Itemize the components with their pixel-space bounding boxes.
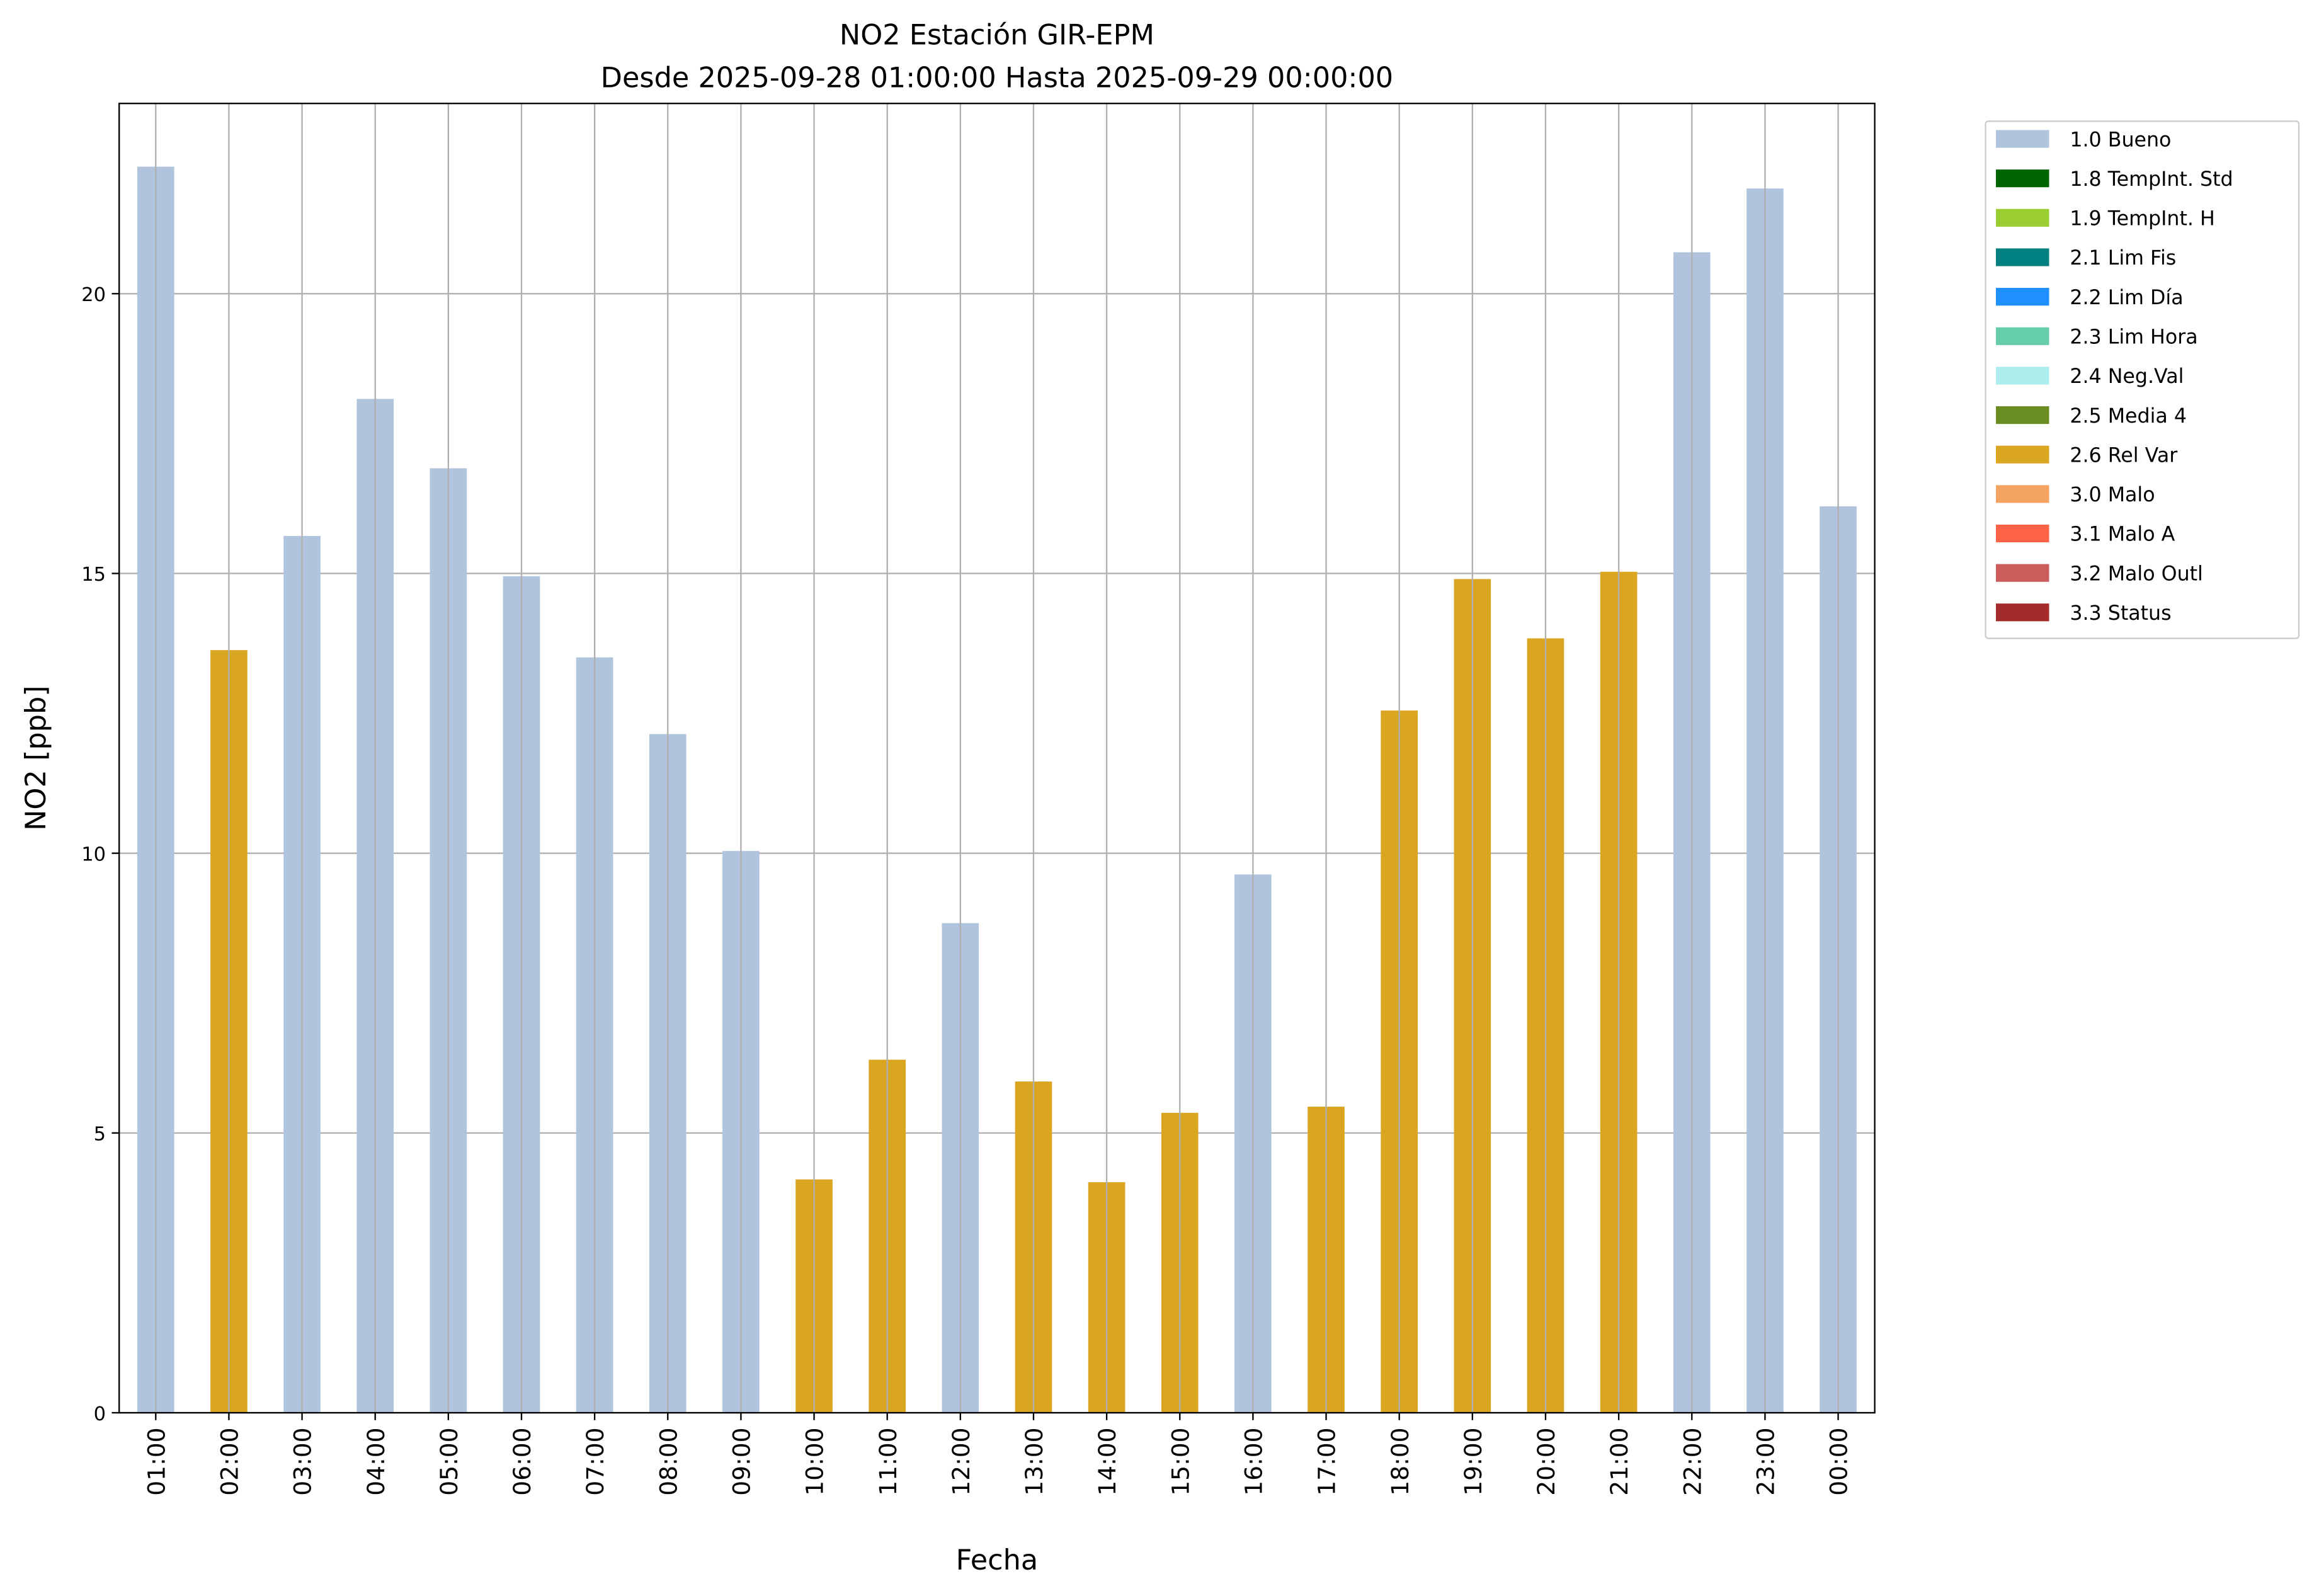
legend-entry: 2.4 Neg.Val — [2070, 365, 2184, 388]
x-tick-label: 01:00 — [142, 1428, 170, 1496]
legend-swatch — [1996, 445, 2049, 464]
x-tick-label: 20:00 — [1532, 1428, 1560, 1496]
x-tick-label: 10:00 — [801, 1428, 829, 1496]
legend-entry: 1.0 Bueno — [2070, 128, 2171, 151]
x-tick-label: 00:00 — [1825, 1428, 1853, 1496]
x-tick-label: 19:00 — [1459, 1428, 1487, 1496]
y-tick-label: 10 — [81, 843, 106, 865]
legend-swatch — [1996, 406, 2049, 425]
legend-entry: 2.1 Lim Fis — [2070, 247, 2176, 270]
legend-swatch — [1996, 485, 2049, 503]
legend-swatch — [1996, 130, 2049, 148]
legend: 1.0 Bueno 1.8 TempInt. Std 1.9 TempInt. H 2… — [1985, 120, 2300, 639]
x-tick-label: 12:00 — [947, 1428, 975, 1496]
x-tick-label: 14:00 — [1093, 1428, 1121, 1496]
legend-entry: 2.3 Lim Hora — [2070, 326, 2197, 349]
x-tick-label: 05:00 — [435, 1428, 463, 1496]
vertical-grid — [155, 103, 1839, 1413]
bars — [137, 166, 1857, 1413]
x-tick-label: 22:00 — [1678, 1428, 1706, 1496]
chart-title: NO2 Estación GIR-EPM — [840, 18, 1154, 51]
y-tick-label: 20 — [81, 284, 106, 306]
x-tick-label: 09:00 — [727, 1428, 755, 1496]
y-tick-label: 0 — [94, 1403, 106, 1425]
y-tick-label: 15 — [81, 564, 106, 586]
legend-entry: 3.2 Malo Outl — [2070, 562, 2203, 585]
x-ticks: 01:00 02:00 03:00 04:00 05:00 06:00 07:00 08:00… — [142, 1413, 1853, 1496]
legend-entry: 3.3 Status — [2070, 602, 2171, 625]
x-tick-label: 04:00 — [362, 1428, 390, 1496]
x-tick-label: 16:00 — [1239, 1428, 1267, 1496]
x-tick-label: 13:00 — [1020, 1428, 1048, 1496]
y-tick-label: 5 — [94, 1124, 106, 1146]
x-tick-label: 08:00 — [654, 1428, 682, 1496]
x-tick-label: 06:00 — [508, 1428, 536, 1496]
x-tick-label: 17:00 — [1313, 1428, 1341, 1496]
legend-swatch — [1996, 524, 2049, 543]
legend-swatch — [1996, 327, 2049, 345]
legend-entry: 2.2 Lim Día — [2070, 287, 2183, 309]
legend-entry: 1.8 TempInt. Std — [2070, 168, 2233, 191]
y-axis-label: NO2 [ppb] — [20, 685, 52, 831]
plot-frame — [118, 103, 1876, 1414]
x-tick-label: 21:00 — [1605, 1428, 1633, 1496]
x-tick-label: 23:00 — [1752, 1428, 1779, 1496]
legend-swatch — [1996, 208, 2049, 227]
legend-entry: 2.6 Rel Var — [2070, 444, 2178, 467]
legend-swatch — [1996, 169, 2049, 188]
legend-swatch — [1996, 367, 2049, 385]
legend-entry: 1.9 TempInt. H — [2070, 208, 2215, 231]
legend-swatch — [1996, 288, 2049, 306]
chart-subtitle: Desde 2025-09-28 01:00:00 Hasta 2025-09-… — [601, 61, 1394, 94]
legend-swatch — [1996, 564, 2049, 582]
x-tick-label: 11:00 — [874, 1428, 902, 1496]
legend-swatch — [1996, 248, 2049, 266]
legend-swatch — [1996, 603, 2049, 622]
x-tick-label: 03:00 — [289, 1428, 317, 1496]
x-tick-label: 15:00 — [1166, 1428, 1194, 1496]
x-axis-label: Fecha — [956, 1544, 1039, 1576]
legend-entry: 3.0 Malo — [2070, 484, 2155, 506]
legend-frame — [1985, 120, 2300, 639]
legend-entry: 2.5 Media 4 — [2070, 405, 2187, 428]
y-ticks: 0 5 10 15 20 — [81, 284, 120, 1425]
x-tick-label: 07:00 — [581, 1428, 609, 1496]
x-tick-label: 02:00 — [215, 1428, 243, 1496]
legend-entry: 3.1 Malo A — [2070, 523, 2175, 546]
x-tick-label: 18:00 — [1386, 1428, 1414, 1496]
